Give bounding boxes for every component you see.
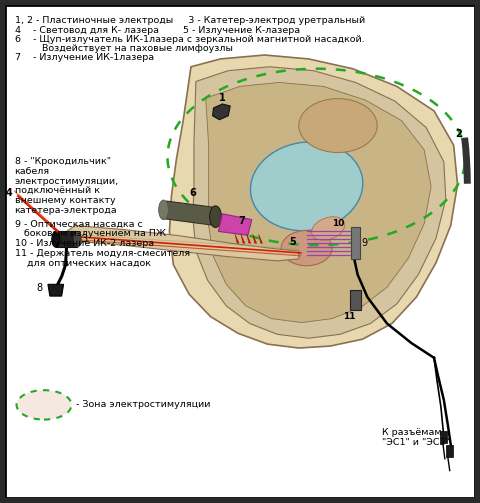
Text: катетера-электрода: катетера-электрода [14,206,117,215]
Text: 11: 11 [344,312,356,321]
Text: для оптических насадок: для оптических насадок [14,259,151,268]
Text: подключённый к: подключённый к [14,186,100,195]
Text: - Зона электростимуляции: - Зона электростимуляции [76,400,211,409]
Text: 10 - Излучение ИК-2 лазера: 10 - Излучение ИК-2 лазера [14,239,154,248]
Polygon shape [193,67,446,338]
Polygon shape [169,55,457,348]
Polygon shape [48,284,63,296]
Text: Воздействует на паховые лимфоузлы: Воздействует на паховые лимфоузлы [14,44,233,53]
Polygon shape [164,201,218,225]
Polygon shape [259,234,263,243]
Ellipse shape [281,230,332,266]
Text: 10: 10 [332,218,344,227]
Text: 6    - Щуп-излучатель ИК-1лазера с зеркальной магнитной насадкой.: 6 - Щуп-излучатель ИК-1лазера с зеркальн… [14,35,364,44]
Bar [350,290,360,310]
Text: 3: 3 [81,234,87,244]
Ellipse shape [159,200,168,220]
Text: боковым излучением на ПЖ: боковым излучением на ПЖ [14,229,166,238]
Ellipse shape [251,142,363,231]
Text: электростимуляции,: электростимуляции, [14,177,119,186]
Text: 8: 8 [36,283,42,293]
Text: 5: 5 [289,237,296,247]
Bar [446,445,453,457]
Polygon shape [63,225,299,261]
Polygon shape [235,234,239,243]
Text: 1: 1 [219,93,226,103]
Ellipse shape [52,231,60,247]
Bar [440,432,447,443]
Text: 2: 2 [455,129,462,139]
Ellipse shape [73,231,81,247]
Text: 7    - Излучение ИК-1лазера: 7 - Излучение ИК-1лазера [14,53,154,62]
Text: К разъёмам
"ЭС1" и "ЭС2": К разъёмам "ЭС1" и "ЭС2" [382,428,450,447]
Ellipse shape [299,99,377,152]
Ellipse shape [312,217,345,240]
Text: внешнему контакту: внешнему контакту [14,196,115,205]
Polygon shape [213,104,230,120]
Polygon shape [247,234,251,243]
Text: 4    - Световод для К- лазера        5 - Излучение К-лазера: 4 - Световод для К- лазера 5 - Излучение… [14,26,300,35]
Text: кабеля: кабеля [14,166,50,176]
Text: 8 - "Крокодильчик": 8 - "Крокодильчик" [14,157,110,166]
Text: 1, 2 - Пластиночные электроды     3 - Катетер-электрод уретральный: 1, 2 - Пластиночные электроды 3 - Катете… [14,16,365,25]
Polygon shape [253,234,257,243]
Text: 4: 4 [6,188,12,198]
Text: 7: 7 [239,216,245,225]
Text: 11 - Держатель модуля-смесителя: 11 - Держатель модуля-смесителя [14,249,190,258]
Polygon shape [206,82,431,322]
Polygon shape [218,214,252,235]
Polygon shape [241,234,245,243]
Ellipse shape [16,390,72,420]
Polygon shape [56,231,77,247]
Bar [351,227,360,259]
Text: 9: 9 [361,238,368,248]
Text: 9 - Оптическая насадка с: 9 - Оптическая насадка с [14,220,143,229]
Text: 6: 6 [190,188,196,198]
Ellipse shape [210,206,221,227]
